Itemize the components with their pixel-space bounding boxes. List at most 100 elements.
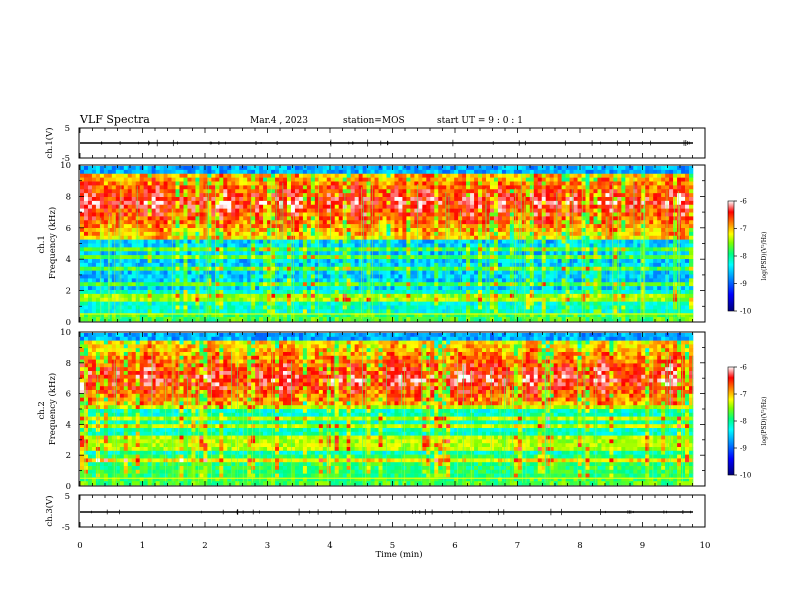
spectrogram-cell xyxy=(314,231,320,237)
spectrogram-cell xyxy=(183,208,188,213)
spectrogram-cell xyxy=(195,231,200,237)
spectrogram-cell xyxy=(346,216,351,221)
spectrogram-cell xyxy=(219,169,224,175)
spectrogram-cell xyxy=(151,274,156,279)
spectrogram-cell xyxy=(442,282,447,287)
spectrogram-cell xyxy=(191,220,196,225)
spectrogram-cell xyxy=(497,290,503,295)
spectrogram-cell xyxy=(474,239,479,244)
spectrogram-cell xyxy=(414,228,419,233)
spectrogram-cell xyxy=(466,286,471,291)
spectrogram-cell xyxy=(470,255,475,260)
spectrogram-cell xyxy=(159,228,164,233)
spectrogram-cell xyxy=(207,290,212,295)
spectrogram-cell xyxy=(239,305,244,310)
spectrogram-cell xyxy=(147,166,152,171)
spectrogram-cell xyxy=(430,259,435,264)
spectrogram-cell xyxy=(235,239,240,244)
spectrogram-cell xyxy=(434,166,439,171)
spectrogram-cell xyxy=(442,212,447,217)
spectrogram-cell xyxy=(410,239,415,244)
spectrogram-cell xyxy=(454,228,459,233)
spectrogram-cell xyxy=(501,317,507,322)
spectrogram-cell xyxy=(247,317,252,322)
spectrogram-cell xyxy=(235,185,240,190)
spectrogram-cell xyxy=(314,286,320,291)
spectrogram-cell xyxy=(302,166,308,171)
spectrogram-cell xyxy=(143,208,148,213)
spectrogram-cell xyxy=(251,235,256,240)
spectrogram-cell xyxy=(438,189,443,194)
spectrogram-cell xyxy=(442,278,447,283)
spectrogram-cell xyxy=(422,220,427,225)
spectrogram-cell xyxy=(159,235,164,240)
spectrogram-cell xyxy=(147,212,152,217)
spectrogram-cell xyxy=(406,220,411,225)
spectrogram-cell xyxy=(95,282,101,287)
spectrogram-cell xyxy=(537,293,543,299)
spectrogram-cell xyxy=(386,247,391,252)
spectrogram-cell xyxy=(99,197,105,202)
spectrogram-cell xyxy=(298,290,304,295)
spectrogram-cell xyxy=(358,251,363,256)
spectrogram-cell xyxy=(386,293,391,299)
spectrogram-cell xyxy=(350,200,355,206)
spectrogram-cell xyxy=(290,317,296,322)
spectrogram-cell xyxy=(271,166,276,171)
spectrogram-cell xyxy=(390,301,395,306)
spectrogram-cell xyxy=(195,274,200,279)
spectrogram-cell xyxy=(231,169,236,175)
spectrogram-cell xyxy=(454,185,459,190)
spectrogram-cell xyxy=(183,243,188,248)
spectrogram-cell xyxy=(410,185,415,190)
spectrogram-cell xyxy=(147,313,152,318)
spectrogram-cell xyxy=(159,212,164,217)
spectrogram-cell xyxy=(374,270,379,275)
spectrogram-cell xyxy=(378,317,383,322)
spectrogram-cell xyxy=(203,200,208,206)
spectrogram-cell xyxy=(478,204,483,209)
spectrogram-cell xyxy=(370,313,375,318)
spectrogram-cell xyxy=(382,286,387,291)
spectrogram-cell xyxy=(155,301,160,306)
spectrogram-cell xyxy=(549,270,554,275)
spectrogram-cell xyxy=(545,282,550,287)
spectrogram-cell xyxy=(135,251,141,256)
spectrogram-cell xyxy=(310,239,316,244)
spectrogram-cell xyxy=(215,274,220,279)
spectrogram-cell xyxy=(370,166,375,171)
spectrogram-cell xyxy=(183,200,188,206)
spectrogram-cell xyxy=(95,270,101,275)
spectrogram-cell xyxy=(378,293,383,299)
spectrogram-cell xyxy=(442,270,447,275)
spectrogram-cell xyxy=(489,231,495,237)
spectrogram-cell xyxy=(549,243,554,248)
spectrogram-cell xyxy=(183,305,188,310)
spectrogram-cell xyxy=(247,212,252,217)
spectrogram-cell xyxy=(454,212,459,217)
spectrogram-cell xyxy=(505,220,511,225)
spectrogram-cell xyxy=(426,212,431,217)
spectrogram-cell xyxy=(163,243,168,248)
spectrogram-cell xyxy=(83,169,89,175)
spectrogram-cell xyxy=(370,270,375,275)
spectrogram-cell xyxy=(207,274,212,279)
spectrogram-cell xyxy=(231,262,236,268)
spectrogram-cell xyxy=(497,208,503,213)
spectrogram-cell xyxy=(310,278,316,283)
spectrogram-cell xyxy=(418,216,423,221)
spectrogram-cell xyxy=(263,243,268,248)
spectrogram-cell xyxy=(151,270,156,275)
spectrogram-cell xyxy=(533,193,539,198)
spectrogram-cell xyxy=(139,255,144,260)
spectrogram-cell xyxy=(251,259,256,264)
spectrogram-cell xyxy=(529,290,535,295)
spectrogram-cell xyxy=(155,282,160,287)
spectrogram-cell xyxy=(111,216,117,221)
spectrogram-cell xyxy=(458,166,463,171)
spectrogram-cell xyxy=(139,224,144,229)
spectrogram-cell xyxy=(203,173,208,178)
spectrogram-cell xyxy=(545,181,550,186)
spectrogram-cell xyxy=(207,278,212,283)
spectrogram-cell xyxy=(509,290,515,295)
